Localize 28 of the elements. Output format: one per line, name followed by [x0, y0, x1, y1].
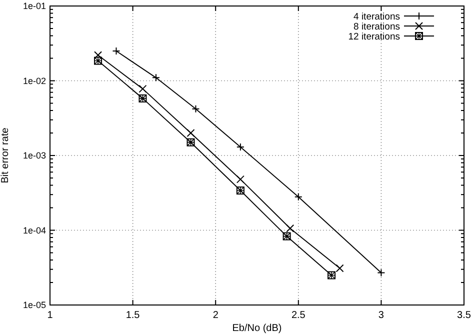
x-tick-label: 2.5: [291, 310, 306, 321]
x-tick-label: 3.5: [457, 310, 472, 321]
y-tick-label: 1e-04: [22, 225, 46, 236]
point: [286, 224, 294, 232]
point: [138, 94, 147, 102]
x-axis-title: Eb/No (dB): [232, 323, 282, 334]
y-axis-title: Bit error rate: [0, 127, 11, 184]
legend-label: 4 iterations: [354, 11, 400, 22]
point: [186, 138, 195, 146]
point: [236, 175, 244, 184]
y-tick-label: 1e-02: [22, 76, 46, 86]
point: [282, 232, 291, 240]
point: [94, 51, 102, 60]
y-tick-label: 1e-05: [22, 300, 46, 310]
point: [236, 186, 244, 195]
x-tick-label: 2: [212, 310, 219, 321]
point: [94, 56, 102, 65]
point: [336, 264, 344, 272]
x-tick-label: 1.5: [126, 310, 140, 321]
point: [138, 84, 147, 93]
legend-label: 8 iterations: [354, 21, 400, 32]
legend-label: 12 iterations: [348, 31, 400, 42]
y-tick-label: 1e-01: [22, 1, 46, 12]
y-tick-label: 1e-03: [22, 150, 46, 161]
point: [328, 271, 336, 280]
point: [186, 129, 195, 137]
x-tick-label: 1: [47, 310, 54, 321]
x-tick-label: 3: [378, 310, 384, 321]
